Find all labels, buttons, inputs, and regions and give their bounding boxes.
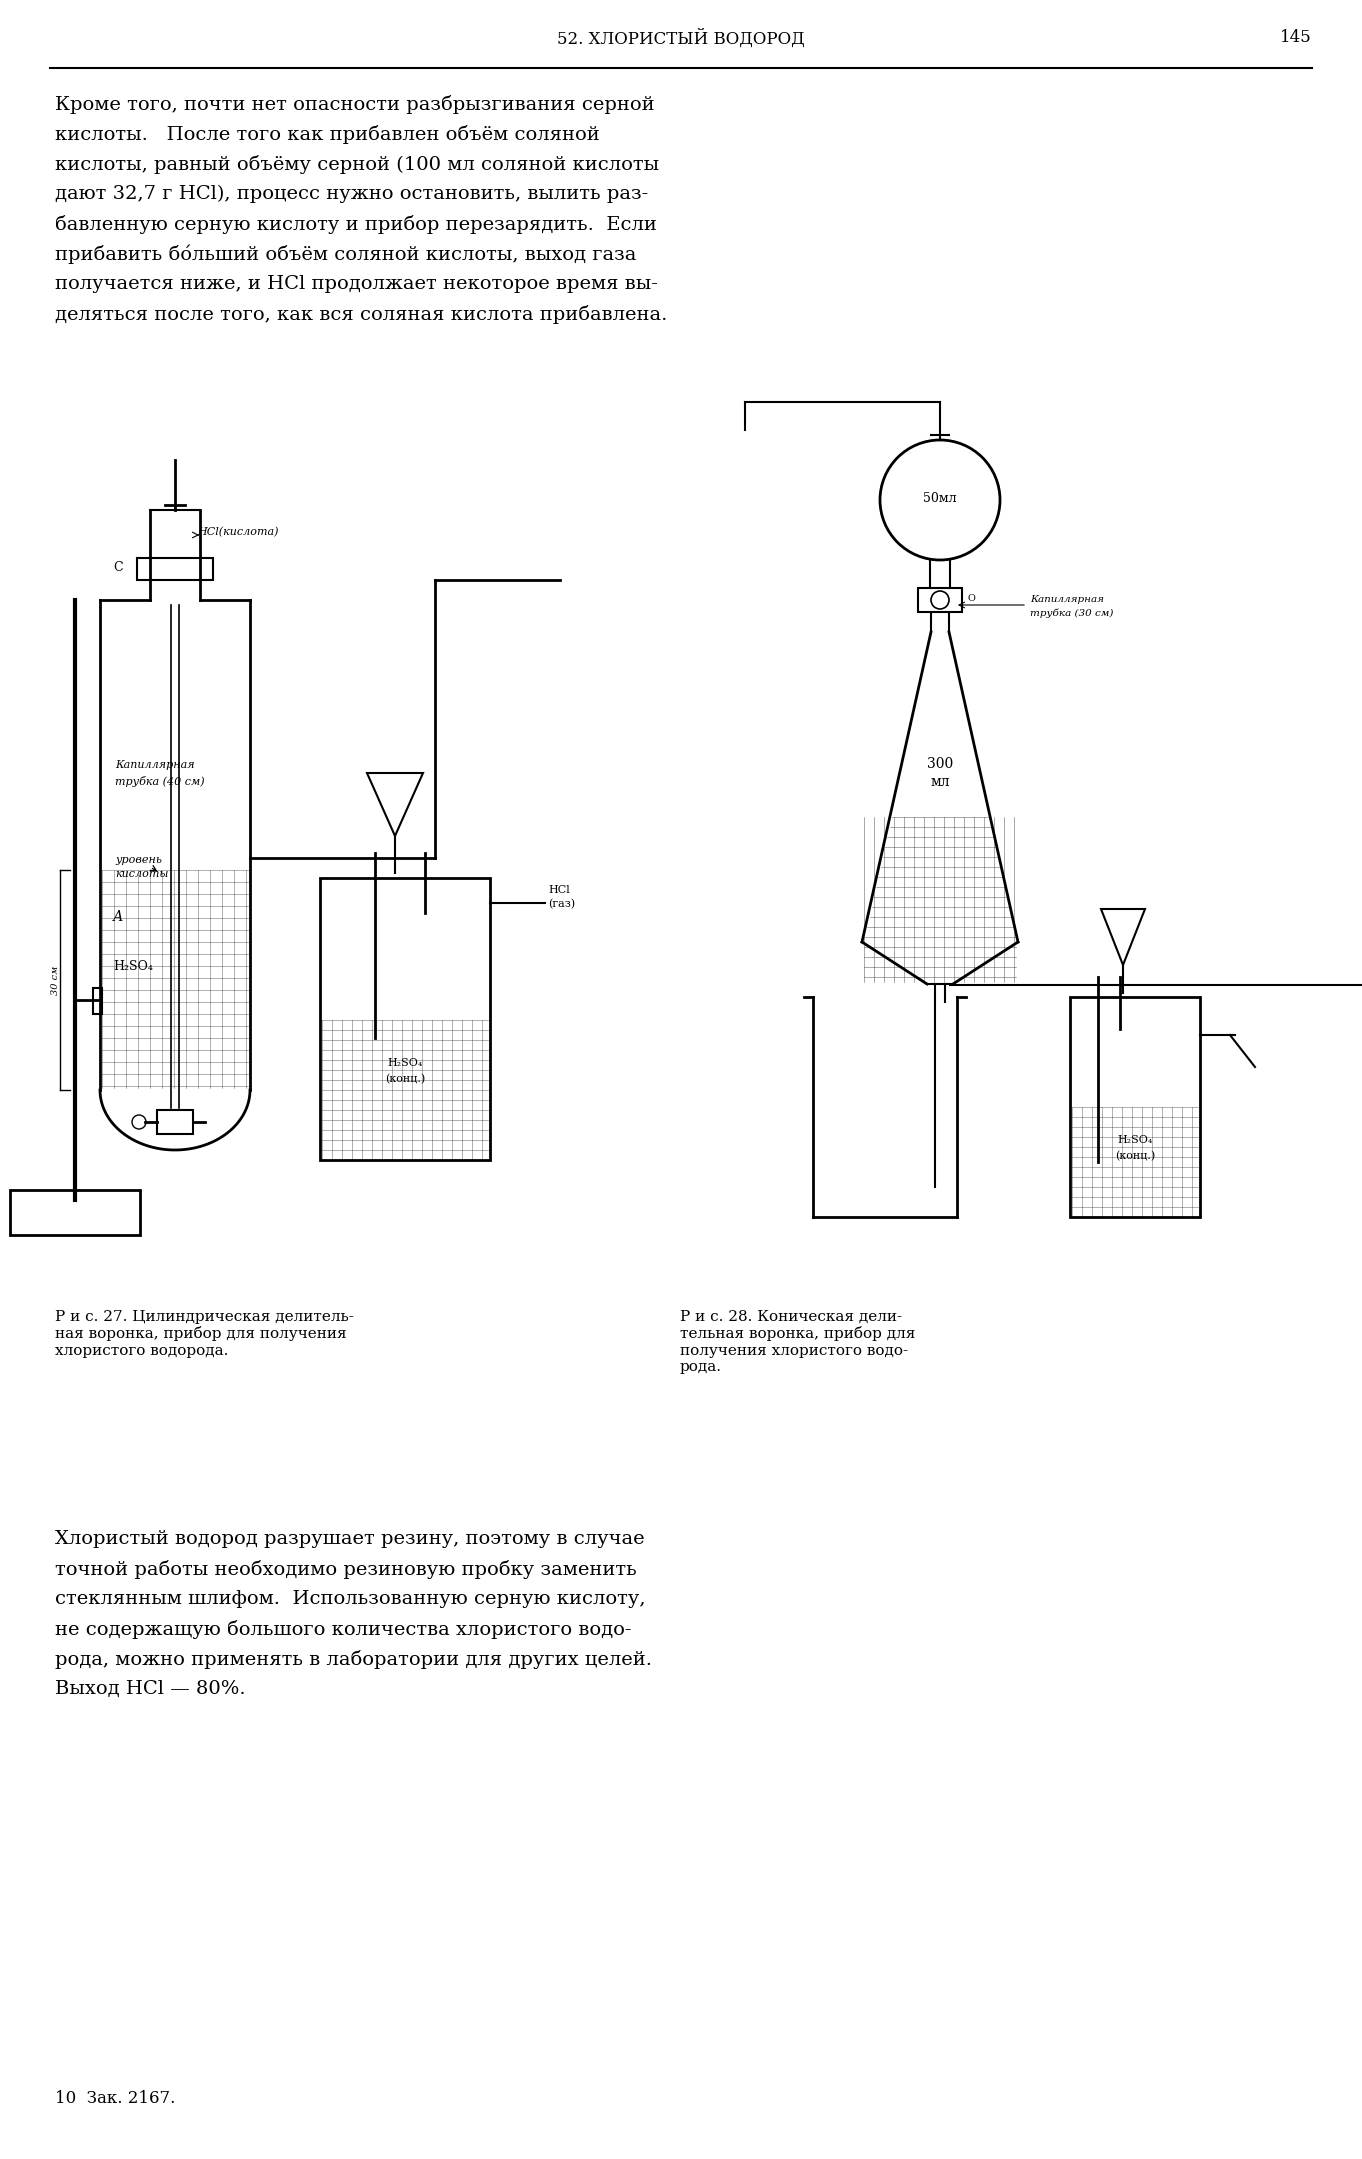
Text: деляться после того, как вся соляная кислота прибавлена.: деляться после того, как вся соляная кис… — [54, 304, 667, 324]
Text: 30 cм: 30 cм — [50, 965, 60, 995]
Text: дают 32,7 г HCl), процесс нужно остановить, вылить раз-: дают 32,7 г HCl), процесс нужно останови… — [54, 186, 648, 203]
Text: Р и с. 27. Цилиндрическая делитель-
ная воронка, прибор для получения
хлористого: Р и с. 27. Цилиндрическая делитель- ная … — [54, 1311, 354, 1358]
Text: кислоты, равный объёму серной (100 мл соляной кислоты: кислоты, равный объёму серной (100 мл со… — [54, 155, 659, 175]
Text: А: А — [113, 909, 124, 924]
Text: трубка (30 см): трубка (30 см) — [1030, 609, 1113, 617]
Text: рода, можно применять в лаборатории для других целей.: рода, можно применять в лаборатории для … — [54, 1649, 652, 1669]
Text: Р и с. 28. Коническая дели-
тельная воронка, прибор для
получения хлористого вод: Р и с. 28. Коническая дели- тельная воро… — [680, 1311, 915, 1373]
Text: мл: мл — [930, 775, 949, 788]
Circle shape — [132, 1114, 146, 1129]
Text: H₂SO₄: H₂SO₄ — [113, 961, 153, 974]
Text: Капиллярная: Капиллярная — [1030, 596, 1105, 605]
Text: Кроме того, почти нет опасности разбрызгивания серной: Кроме того, почти нет опасности разбрызг… — [54, 95, 655, 114]
Polygon shape — [366, 773, 424, 836]
Bar — [10, 1190, 140, 1235]
Text: (газ): (газ) — [548, 898, 575, 909]
Text: С: С — [113, 561, 123, 574]
Text: 52. ХЛОРИСТЫЙ ВОДОРОД: 52. ХЛОРИСТЫЙ ВОДОРОД — [557, 28, 805, 47]
Text: Выход HCl — 80%.: Выход HCl — 80%. — [54, 1680, 245, 1697]
Text: прибавить бо́льший объём соляной кислоты, выход газа: прибавить бо́льший объём соляной кислоты… — [54, 244, 636, 266]
Text: трубка (40 см): трубка (40 см) — [114, 775, 204, 788]
Bar — [138, 557, 212, 581]
Polygon shape — [1100, 909, 1145, 965]
Text: 300: 300 — [928, 758, 953, 771]
Bar — [918, 587, 962, 611]
Text: не содержащую большого количества хлористого водо-: не содержащую большого количества хлорис… — [54, 1619, 632, 1639]
Text: 50мл: 50мл — [923, 492, 957, 505]
Text: H₂SO₄: H₂SO₄ — [1117, 1136, 1152, 1144]
Bar — [157, 1110, 193, 1133]
Text: H₂SO₄: H₂SO₄ — [387, 1058, 422, 1069]
Text: стеклянным шлифом.  Использованную серную кислоту,: стеклянным шлифом. Использованную серную… — [54, 1589, 646, 1608]
Text: кислоты.   После того как прибавлен объём соляной: кислоты. После того как прибавлен объём … — [54, 125, 599, 145]
Circle shape — [880, 440, 1000, 559]
Text: О: О — [967, 594, 975, 602]
Bar — [93, 989, 102, 1015]
Text: кислоты: кислоты — [114, 870, 169, 879]
Text: (конц.): (конц.) — [1115, 1151, 1155, 1162]
Text: получается ниже, и HCl продолжает некоторое время вы-: получается ниже, и HCl продолжает некото… — [54, 274, 658, 294]
Text: точной работы необходимо резиновую пробку заменить: точной работы необходимо резиновую пробк… — [54, 1561, 637, 1578]
Bar — [320, 879, 490, 1159]
Text: Хлористый водород разрушает резину, поэтому в случае: Хлористый водород разрушает резину, поэт… — [54, 1531, 644, 1548]
Text: HCl: HCl — [548, 885, 569, 896]
Text: бавленную серную кислоту и прибор перезарядить.  Если: бавленную серную кислоту и прибор переза… — [54, 216, 656, 233]
Text: 10  Зак. 2167.: 10 Зак. 2167. — [54, 2090, 176, 2107]
Bar — [1071, 997, 1200, 1218]
Text: (конц.): (конц.) — [385, 1073, 425, 1084]
Text: 145: 145 — [1280, 30, 1312, 47]
Text: уровень: уровень — [114, 855, 162, 866]
Circle shape — [932, 592, 949, 609]
Text: Капиллярная: Капиллярная — [114, 760, 195, 771]
Text: НCl(кислота): НCl(кислота) — [197, 527, 278, 538]
